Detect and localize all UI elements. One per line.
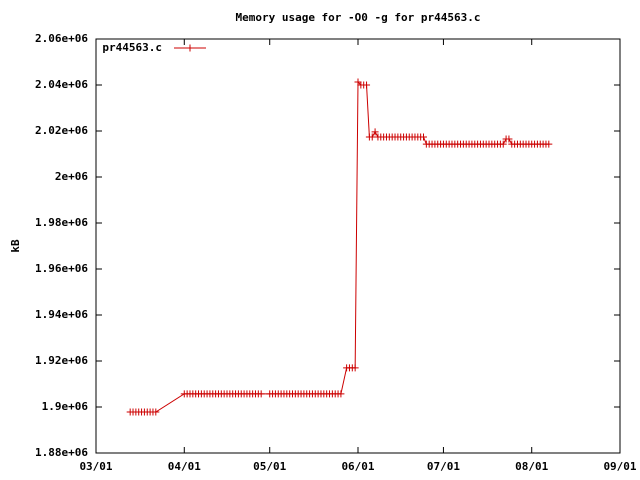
y-tick-label: 1.96e+06 — [35, 262, 88, 275]
point-marker — [371, 128, 379, 136]
x-tick-label: 07/01 — [427, 460, 460, 473]
point-marker — [499, 140, 507, 148]
point-marker — [505, 135, 513, 143]
y-tick-label: 2.06e+06 — [35, 32, 88, 45]
legend-marker — [186, 44, 194, 52]
x-tick-label: 03/01 — [79, 460, 112, 473]
point-marker — [337, 390, 345, 398]
legend-label: pr44563.c — [102, 41, 162, 54]
point-marker — [351, 364, 359, 372]
y-tick-label: 2.02e+06 — [35, 124, 88, 137]
x-tick-label: 04/01 — [168, 460, 201, 473]
point-marker — [354, 78, 362, 86]
chart-title: Memory usage for -O0 -g for pr44563.c — [235, 11, 480, 24]
x-tick-label: 06/01 — [341, 460, 374, 473]
y-tick-label: 1.94e+06 — [35, 308, 88, 321]
x-tick-label: 09/01 — [603, 460, 636, 473]
y-axis-label: kB — [9, 239, 22, 253]
y-tick-label: 1.92e+06 — [35, 354, 88, 367]
point-marker — [363, 81, 371, 89]
y-tick-label: 1.88e+06 — [35, 446, 88, 459]
point-marker — [420, 133, 427, 141]
point-marker — [257, 390, 265, 398]
point-marker — [152, 408, 160, 416]
y-tick-label: 1.9e+06 — [42, 400, 89, 413]
point-marker — [545, 140, 553, 148]
y-tick-label: 2.04e+06 — [35, 78, 88, 91]
x-tick-label: 05/01 — [253, 460, 286, 473]
y-tick-label: 1.98e+06 — [35, 216, 88, 229]
x-tick-label: 08/01 — [515, 460, 548, 473]
y-tick-label: 2e+06 — [55, 170, 88, 183]
